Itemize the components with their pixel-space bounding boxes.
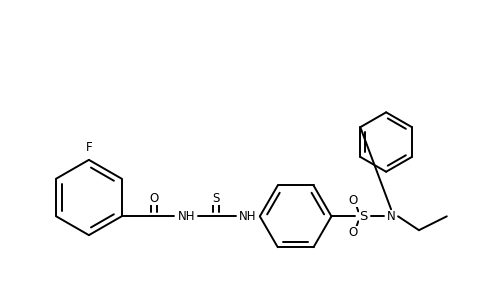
Text: NH: NH	[239, 210, 256, 223]
Text: S: S	[359, 210, 368, 223]
Text: O: O	[349, 194, 358, 207]
Text: O: O	[150, 192, 159, 205]
Text: F: F	[86, 142, 92, 154]
Text: O: O	[349, 226, 358, 239]
Text: N: N	[387, 210, 395, 223]
Text: S: S	[212, 192, 220, 205]
Text: NH: NH	[178, 210, 195, 223]
